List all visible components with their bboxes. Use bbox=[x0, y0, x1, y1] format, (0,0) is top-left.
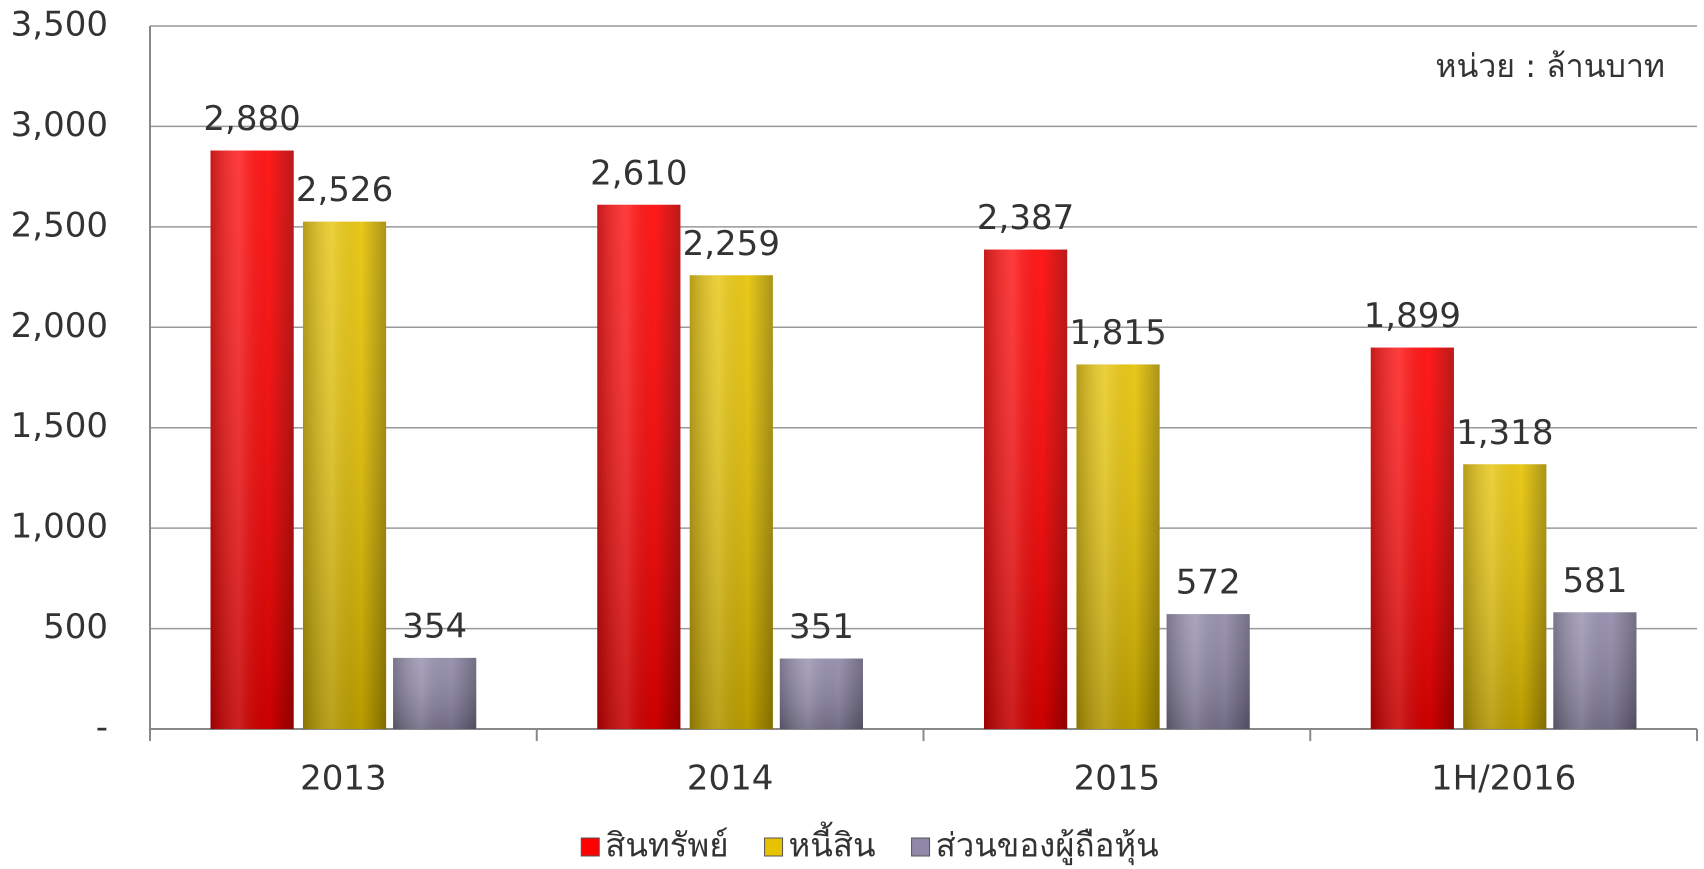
value-label: 2,387 bbox=[977, 198, 1074, 238]
bar-shade bbox=[689, 275, 773, 729]
value-label: 581 bbox=[1562, 561, 1627, 601]
x-tick-label: 2014 bbox=[687, 759, 774, 799]
legend-swatch bbox=[911, 837, 931, 857]
y-tick-label: 1,000 bbox=[11, 507, 108, 547]
value-label: 1,899 bbox=[1364, 296, 1461, 336]
bar-shade bbox=[1553, 612, 1637, 729]
bar-shade bbox=[210, 150, 294, 729]
value-label: 2,880 bbox=[203, 99, 300, 139]
legend-label: สินทรัพย์ bbox=[605, 826, 728, 865]
value-label: 1,815 bbox=[1069, 313, 1166, 353]
bar-shade bbox=[597, 204, 681, 729]
x-tick-label: 2013 bbox=[300, 759, 387, 799]
y-tick-label: 2,000 bbox=[11, 306, 108, 346]
value-label: 1,318 bbox=[1456, 413, 1553, 453]
legend-label: ส่วนของผู้ถือหุ้น bbox=[936, 826, 1159, 866]
bar-shade bbox=[1370, 347, 1454, 729]
x-tick-label: 2015 bbox=[1074, 759, 1161, 799]
value-label: 2,526 bbox=[296, 170, 393, 210]
bar-shade bbox=[984, 249, 1068, 729]
legend-swatch bbox=[580, 837, 600, 857]
y-tick-label: 2,500 bbox=[11, 205, 108, 245]
y-tick-label: 500 bbox=[43, 607, 108, 647]
legend-label: หนี้สิน bbox=[789, 822, 876, 865]
y-tick-label: 1,500 bbox=[11, 406, 108, 446]
legend-swatch bbox=[764, 837, 784, 857]
x-tick-label: 1H/2016 bbox=[1431, 759, 1576, 799]
y-tick-label: - bbox=[96, 708, 108, 748]
y-tick-label: 3,000 bbox=[11, 105, 108, 145]
value-label: 354 bbox=[402, 606, 467, 646]
bar-shade bbox=[1076, 364, 1160, 729]
value-label: 2,610 bbox=[590, 153, 687, 193]
bar-shade bbox=[779, 658, 863, 729]
value-label: 351 bbox=[789, 607, 854, 647]
y-tick-label: 3,500 bbox=[11, 5, 108, 45]
unit-annotation: หน่วย : ล้านบาท bbox=[1435, 47, 1665, 85]
bar-shade bbox=[393, 657, 477, 729]
bar-shade bbox=[1166, 614, 1250, 729]
value-label: 572 bbox=[1176, 563, 1241, 603]
value-label: 2,259 bbox=[683, 224, 780, 264]
bar-shade bbox=[302, 221, 387, 729]
bar-shade bbox=[1463, 464, 1547, 729]
